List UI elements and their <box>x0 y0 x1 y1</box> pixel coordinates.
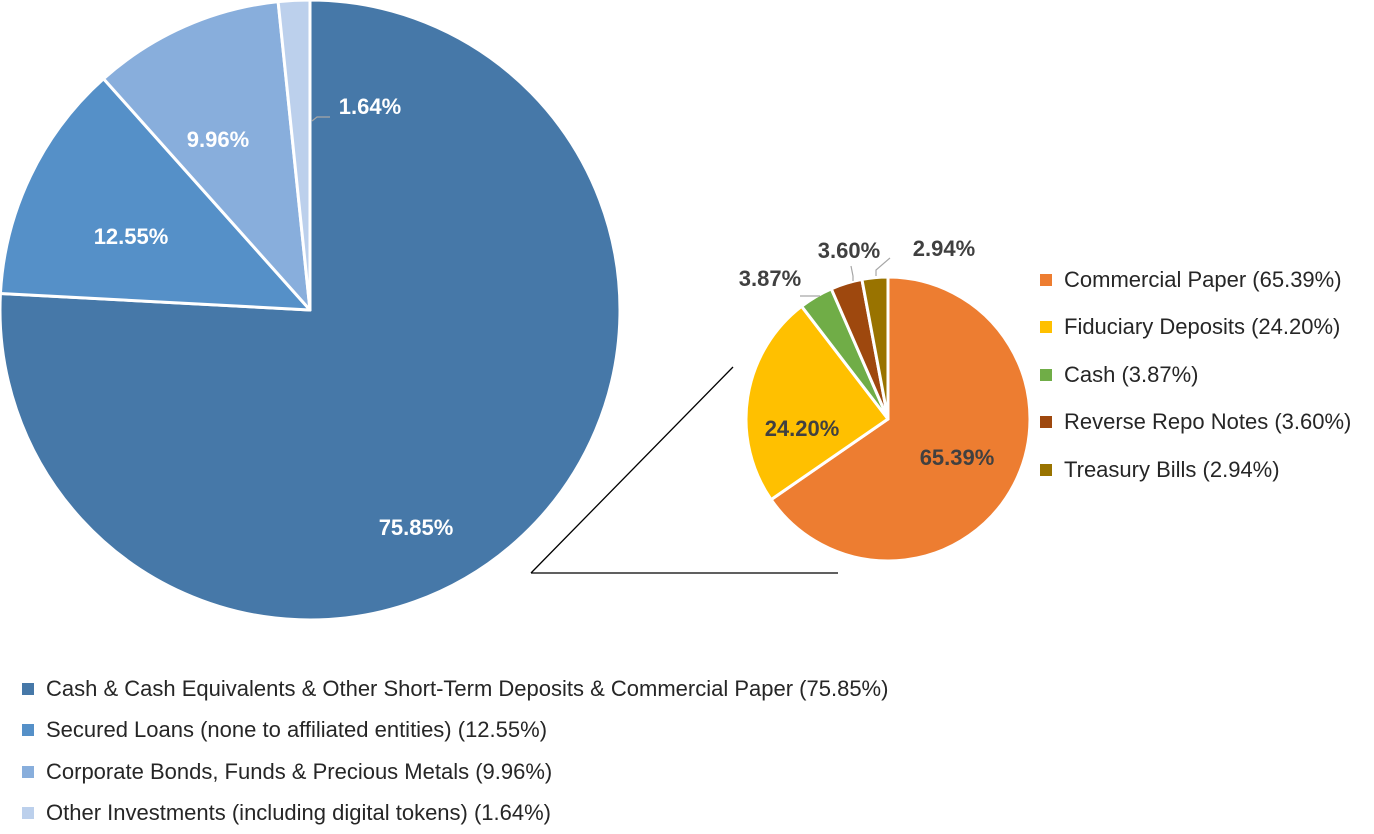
legend-item: Cash & Cash Equivalents & Other Short-Te… <box>22 668 888 710</box>
leader-line <box>851 266 853 281</box>
main-pie-legend: Cash & Cash Equivalents & Other Short-Te… <box>22 668 888 834</box>
legend-label: Treasury Bills (2.94%) <box>1064 457 1280 483</box>
legend-label: Cash (3.87%) <box>1064 362 1199 388</box>
legend-label: Reverse Repo Notes (3.60%) <box>1064 409 1351 435</box>
legend-swatch <box>22 724 34 736</box>
legend-item: Cash (3.87%) <box>1040 351 1351 399</box>
legend-item: Commercial Paper (65.39%) <box>1040 256 1351 304</box>
main-pie <box>0 0 620 620</box>
legend-swatch <box>1040 416 1052 428</box>
legend-swatch <box>22 766 34 778</box>
legend-label: Fiduciary Deposits (24.20%) <box>1064 314 1340 340</box>
data-label: 3.60% <box>818 238 880 263</box>
data-label: 2.94% <box>913 236 975 261</box>
legend-swatch <box>22 683 34 695</box>
data-label: 3.87% <box>739 266 801 291</box>
data-label: 9.96% <box>187 127 249 152</box>
legend-label: Other Investments (including digital tok… <box>46 800 551 826</box>
legend-label: Secured Loans (none to affiliated entiti… <box>46 717 547 743</box>
legend-label: Cash & Cash Equivalents & Other Short-Te… <box>46 676 888 702</box>
legend-swatch <box>1040 274 1052 286</box>
data-label: 12.55% <box>94 224 169 249</box>
data-label: 65.39% <box>920 445 995 470</box>
legend-swatch <box>1040 321 1052 333</box>
data-label: 24.20% <box>765 416 840 441</box>
legend-item: Secured Loans (none to affiliated entiti… <box>22 710 888 752</box>
legend-item: Other Investments (including digital tok… <box>22 793 888 834</box>
data-label: 1.64% <box>339 94 401 119</box>
legend-item: Treasury Bills (2.94%) <box>1040 446 1351 494</box>
legend-label: Commercial Paper (65.39%) <box>1064 267 1342 293</box>
legend-swatch <box>1040 464 1052 476</box>
legend-swatch <box>1040 369 1052 381</box>
sub-pie-legend: Commercial Paper (65.39%) Fiduciary Depo… <box>1040 256 1351 494</box>
legend-item: Corporate Bonds, Funds & Precious Metals… <box>22 751 888 793</box>
data-label: 75.85% <box>379 515 454 540</box>
legend-item: Fiduciary Deposits (24.20%) <box>1040 304 1351 352</box>
legend-label: Corporate Bonds, Funds & Precious Metals… <box>46 759 552 785</box>
legend-swatch <box>22 807 34 819</box>
legend-item: Reverse Repo Notes (3.60%) <box>1040 399 1351 447</box>
